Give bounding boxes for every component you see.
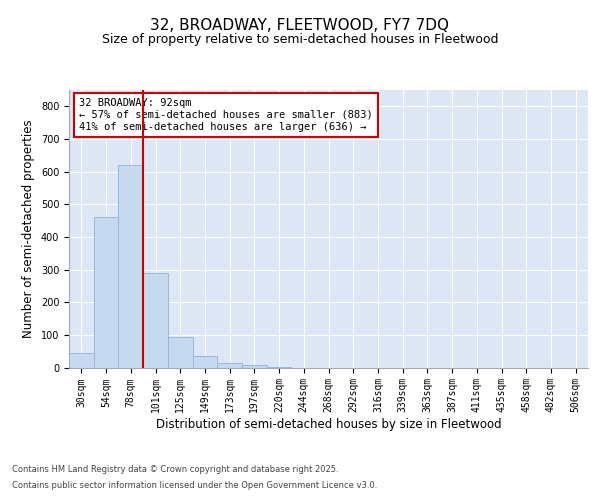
Y-axis label: Number of semi-detached properties: Number of semi-detached properties — [22, 120, 35, 338]
X-axis label: Distribution of semi-detached houses by size in Fleetwood: Distribution of semi-detached houses by … — [155, 418, 502, 431]
Bar — [168, 338, 193, 368]
Bar — [118, 165, 143, 368]
Bar — [217, 363, 242, 368]
Text: 32, BROADWAY, FLEETWOOD, FY7 7DQ: 32, BROADWAY, FLEETWOOD, FY7 7DQ — [151, 18, 449, 32]
Text: Contains public sector information licensed under the Open Government Licence v3: Contains public sector information licen… — [12, 480, 377, 490]
Bar — [143, 274, 168, 368]
Bar — [94, 218, 118, 368]
Text: 32 BROADWAY: 92sqm
← 57% of semi-detached houses are smaller (883)
41% of semi-d: 32 BROADWAY: 92sqm ← 57% of semi-detache… — [79, 98, 373, 132]
Bar — [69, 353, 94, 368]
Text: Size of property relative to semi-detached houses in Fleetwood: Size of property relative to semi-detach… — [102, 32, 498, 46]
Bar — [242, 365, 267, 368]
Text: Contains HM Land Registry data © Crown copyright and database right 2025.: Contains HM Land Registry data © Crown c… — [12, 466, 338, 474]
Bar — [193, 356, 217, 368]
Bar — [267, 366, 292, 368]
